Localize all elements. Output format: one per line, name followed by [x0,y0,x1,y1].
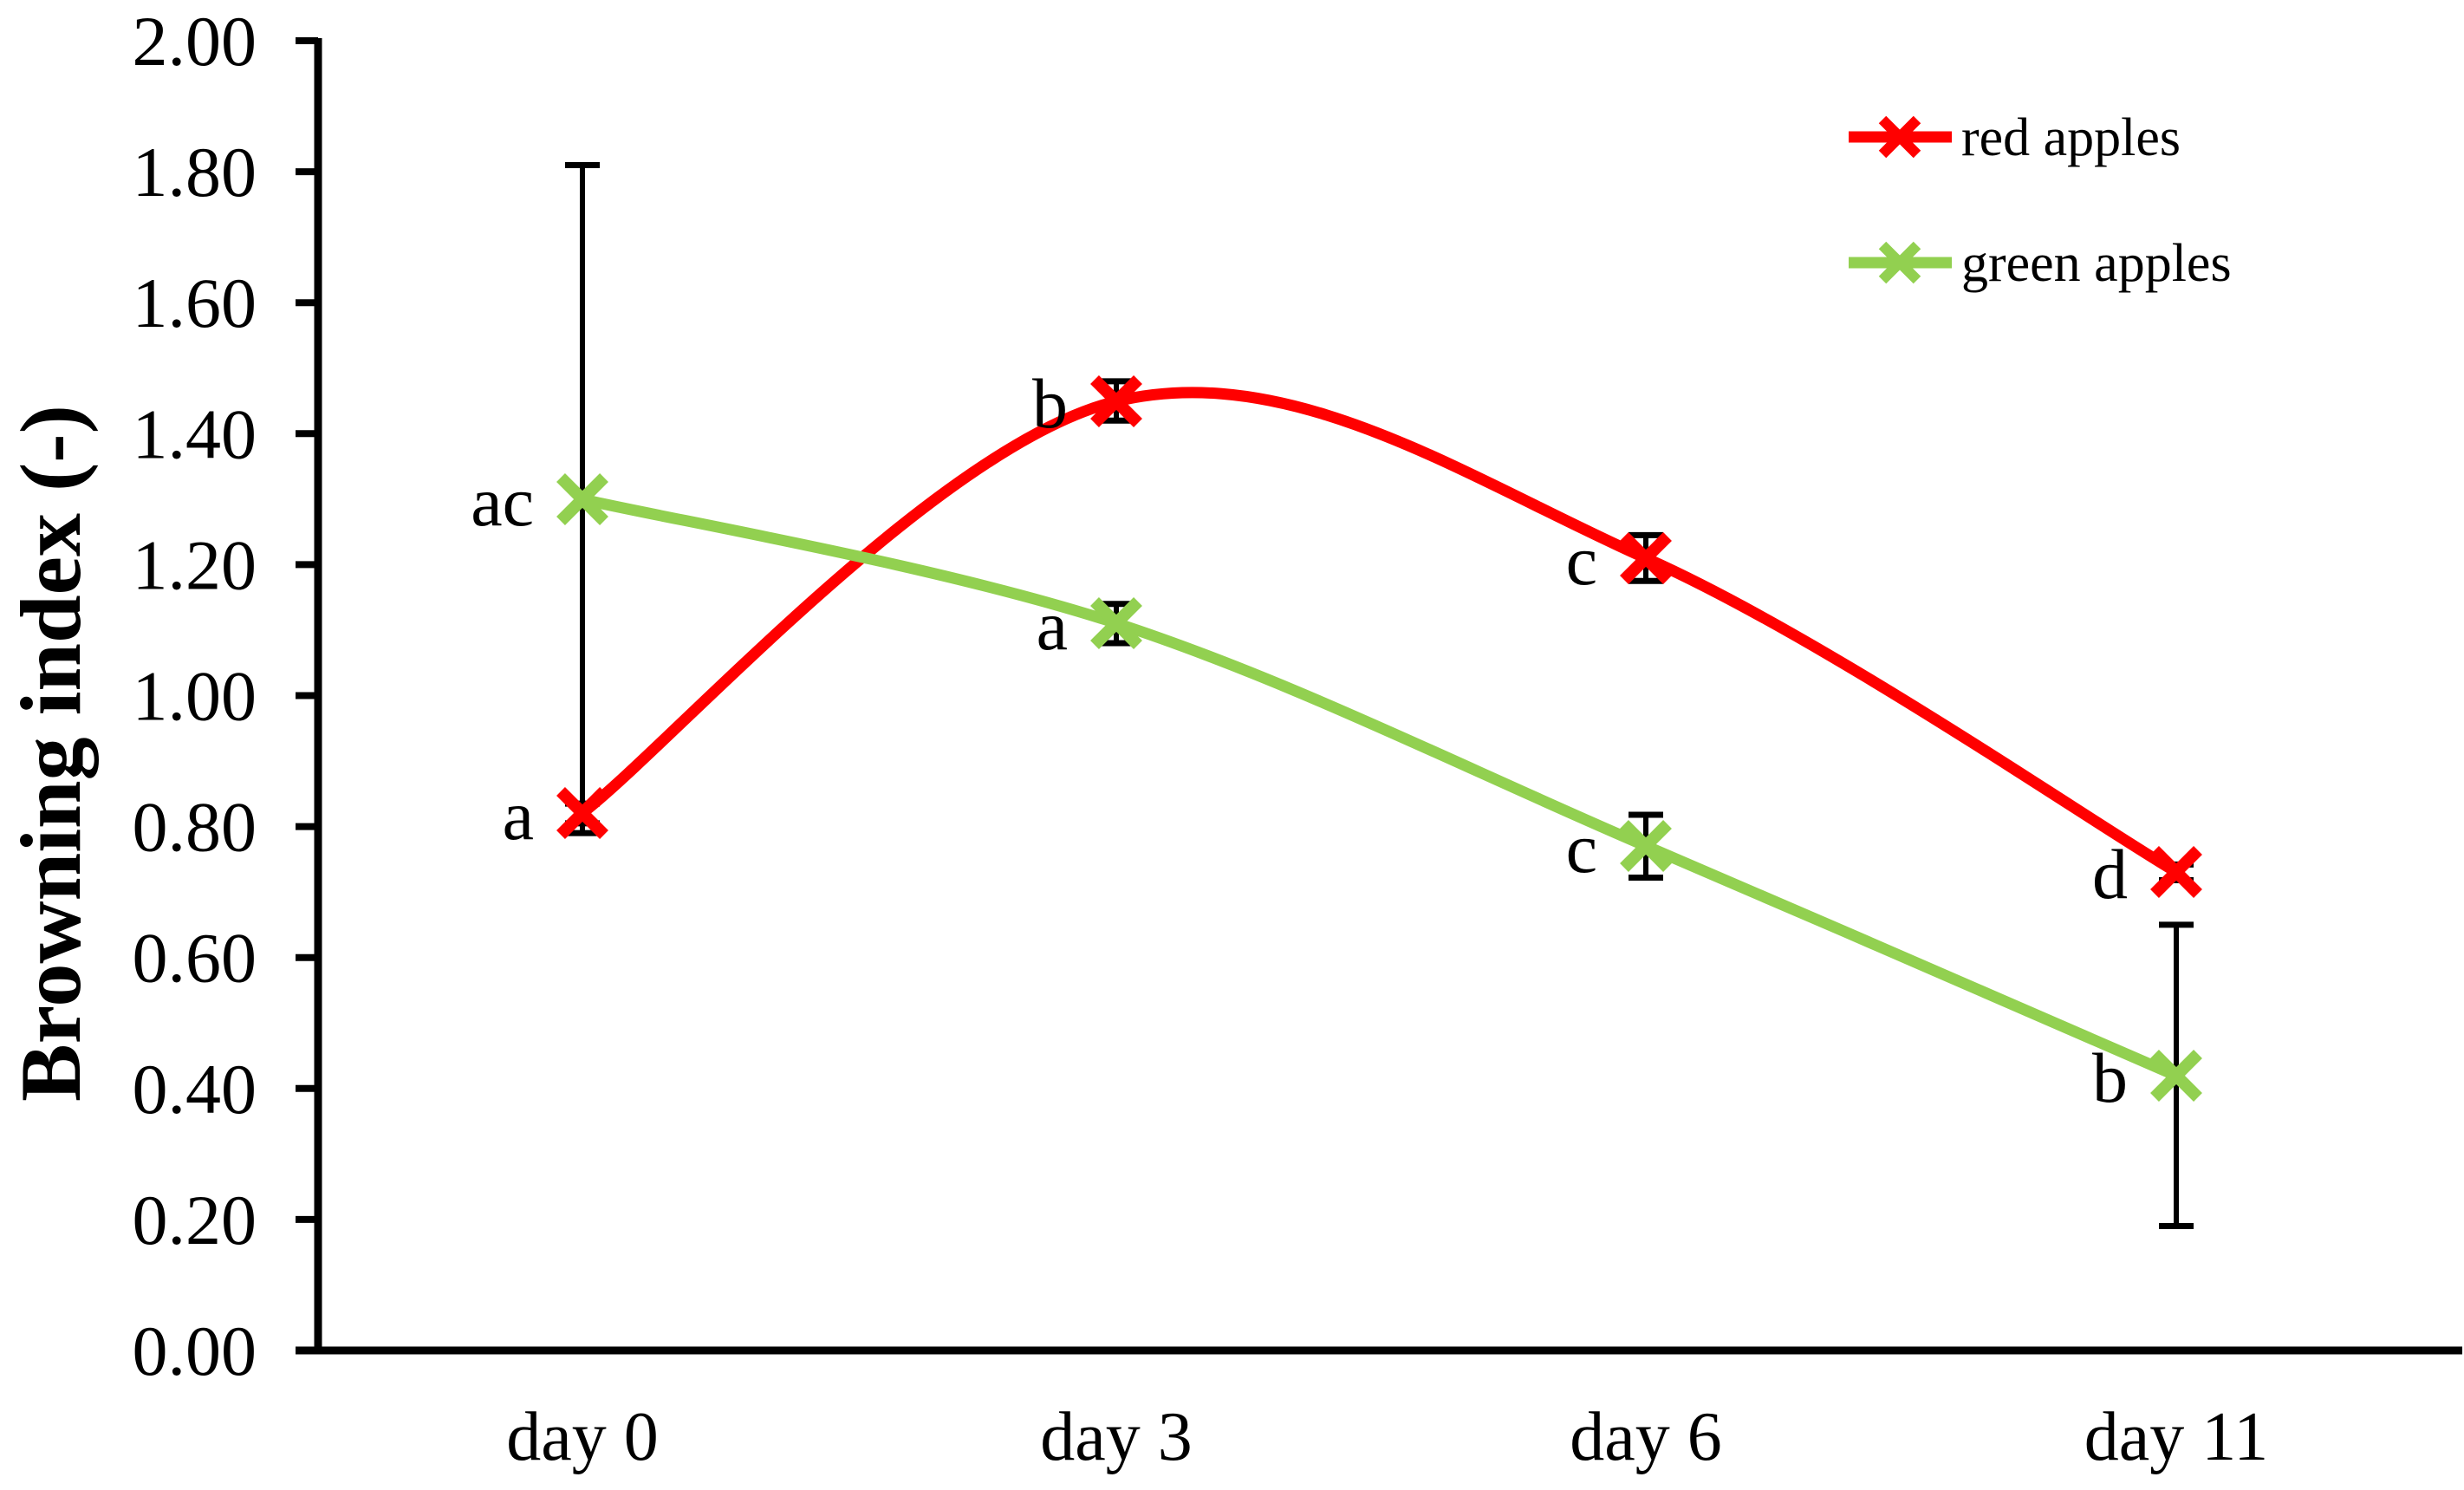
plot-area: 0.00 0.20 0.40 0.60 0.80 1.00 1.20 1.40 1.60 1.80… [133,2,2462,1475]
y-tick-label: 1.20 [133,525,257,604]
significance-letter: ac [471,462,534,541]
legend-label-red-apples: red apples [1961,108,2181,167]
data-point-marker-green-apples [556,473,608,525]
legend-x-marker-green-apples [1878,241,1921,284]
y-tick-label: 1.00 [133,657,257,736]
x-category-label: day 0 [506,1399,659,1475]
x-category-label: day 11 [2084,1399,2269,1475]
x-category-label: day 3 [1040,1399,1193,1475]
data-point-marker-green-apples [1620,820,1672,872]
data-point-marker-green-apples [1090,597,1142,649]
y-tick-label: 2.00 [133,2,257,81]
data-point-marker-red-apples [556,787,608,839]
significance-letter: c [1566,809,1597,888]
data-point-marker-red-apples [2150,846,2202,898]
data-point-marker-red-apples [1090,375,1142,427]
significance-letter: c [1566,521,1597,600]
y-tick-label: 0.20 [133,1181,257,1259]
y-tick-label: 0.60 [133,919,257,998]
series-line-green-apples [576,493,2182,1082]
y-tick-label: 0.40 [133,1050,257,1129]
significance-letter: a [1037,586,1068,665]
data-point-marker-red-apples [1620,532,1672,584]
legend-entry: red apples [1849,108,2181,167]
legend: red apples green apples [1849,108,2232,293]
significance-letter: a [503,776,534,855]
y-tick-label: 1.40 [133,394,257,473]
y-tick-label: 1.80 [133,133,257,211]
data-point-marker-green-apples [2150,1050,2202,1102]
y-tick-label: 1.60 [133,264,257,342]
y-tick-label: 0.00 [133,1311,257,1390]
y-axis-title: Browning index (-) [3,405,99,1102]
legend-x-marker-red-apples [1878,115,1921,159]
significance-letter: b [2092,1038,2128,1117]
x-category-label: day 6 [1570,1399,1722,1475]
legend-label-green-apples: green apples [1961,234,2232,293]
y-tick-label: 0.80 [133,788,257,867]
significance-letter: d [2092,835,2128,914]
series-line-red-apples [576,387,2182,878]
legend-entry: green apples [1849,234,2232,293]
significance-letter: b [1032,364,1068,443]
